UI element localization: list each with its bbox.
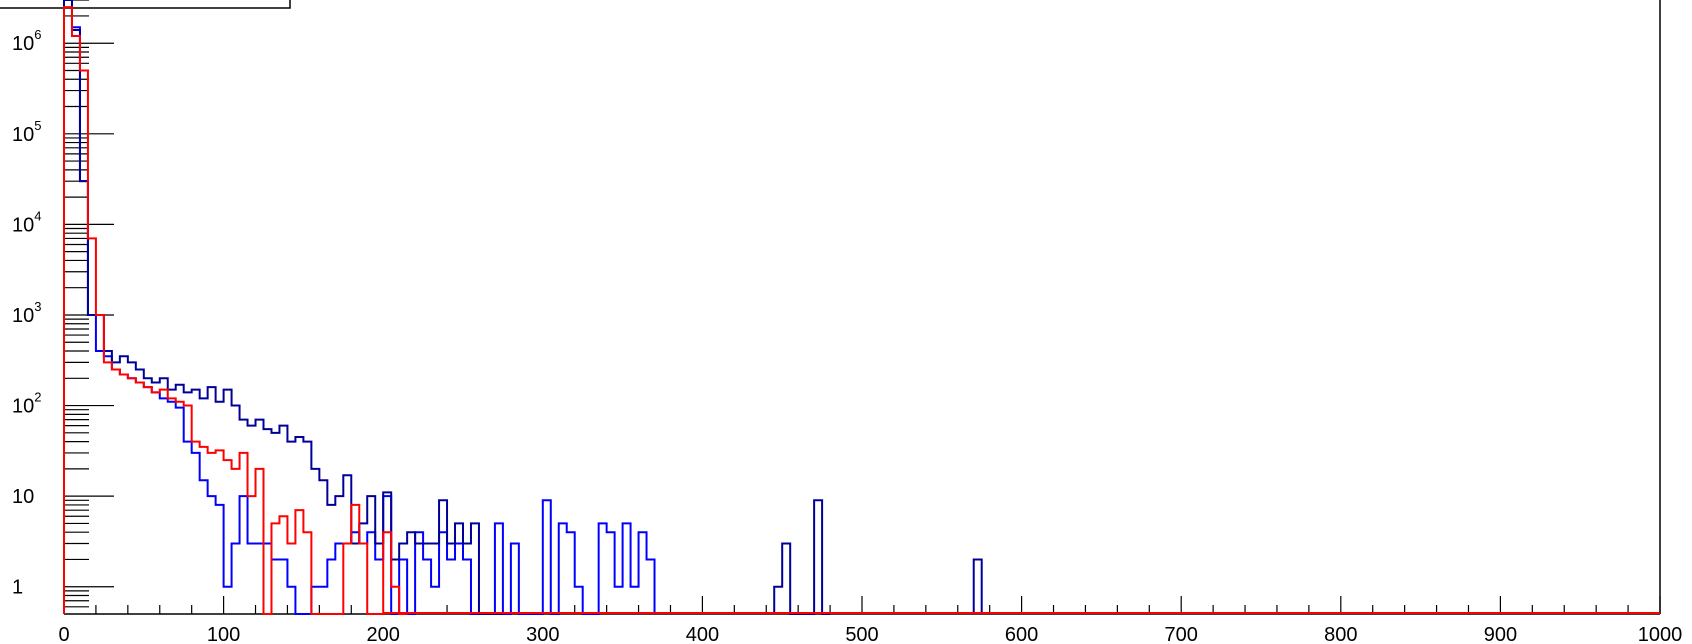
y-tick-label: 1: [12, 577, 23, 599]
x-tick-label: 800: [1324, 624, 1357, 644]
x-tick-label: 1000: [1638, 624, 1683, 644]
y-tick-label: 10: [12, 486, 34, 508]
x-tick-label: 400: [686, 624, 719, 644]
x-tick-label: 0: [58, 624, 69, 644]
x-tick-label: 900: [1484, 624, 1517, 644]
x-tick-label: 200: [367, 624, 400, 644]
x-tick-label: 700: [1165, 624, 1198, 644]
legend-box-edge: [0, 0, 291, 9]
x-tick-label: 500: [845, 624, 878, 644]
series-group: [63, 0, 1660, 615]
x-tick-labels: 0 100 200 300 400 500 600 700 800 900 1000: [58, 624, 1682, 644]
series-2: [63, 6, 408, 615]
x-tick-label: 300: [526, 624, 559, 644]
x-tick-label: 600: [1005, 624, 1038, 644]
x-tick-label: 100: [207, 624, 240, 644]
series-line: [63, 6, 408, 615]
